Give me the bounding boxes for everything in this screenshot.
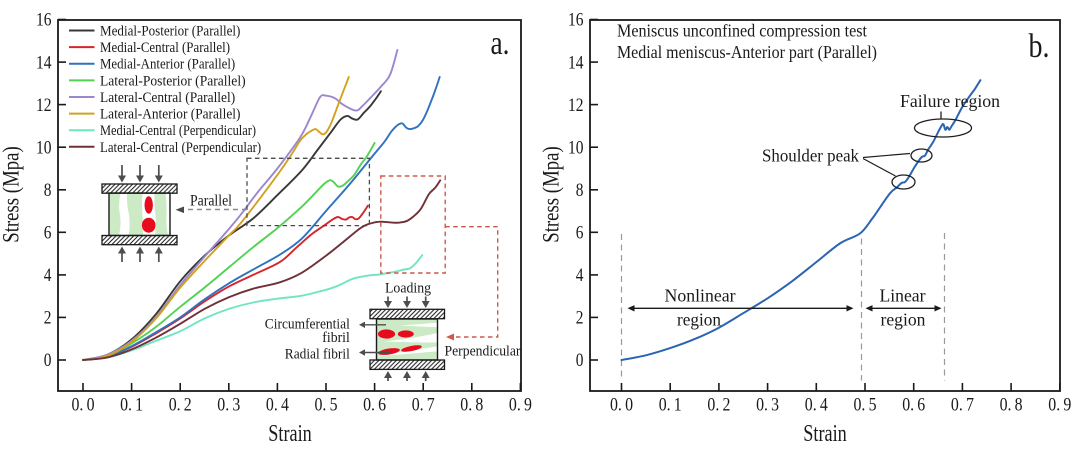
svg-text:Failure region: Failure region <box>900 91 1000 111</box>
svg-text:Lateral-Central (Parallel): Lateral-Central (Parallel) <box>100 90 235 106</box>
svg-text:Lateral-Anterior (Parallel): Lateral-Anterior (Parallel) <box>100 107 241 123</box>
svg-text:Medial-Anterior (Parallel): Medial-Anterior (Parallel) <box>100 57 235 73</box>
svg-text:0. 9: 0. 9 <box>509 395 532 416</box>
svg-text:0. 3: 0. 3 <box>756 395 779 416</box>
svg-text:0. 7: 0. 7 <box>412 395 435 416</box>
svg-text:Strain: Strain <box>268 421 312 447</box>
svg-text:0. 3: 0. 3 <box>217 395 240 416</box>
svg-text:8: 8 <box>576 180 584 201</box>
svg-text:a.: a. <box>491 25 510 62</box>
svg-text:Parallel: Parallel <box>190 193 232 210</box>
svg-text:0. 2: 0. 2 <box>707 395 730 416</box>
svg-text:0. 5: 0. 5 <box>854 395 877 416</box>
svg-text:0. 8: 0. 8 <box>1000 395 1023 416</box>
svg-text:Medial-Central (Parallel): Medial-Central (Parallel) <box>100 40 230 56</box>
svg-text:Nonlinear: Nonlinear <box>665 286 736 306</box>
svg-text:10: 10 <box>568 137 584 158</box>
svg-text:0. 9: 0. 9 <box>1048 395 1071 416</box>
svg-text:6: 6 <box>576 223 584 244</box>
svg-text:0. 6: 0. 6 <box>902 395 925 416</box>
svg-text:0. 5: 0. 5 <box>315 395 338 416</box>
svg-text:Lateral-Central (Perpendicular: Lateral-Central (Perpendicular) <box>100 140 261 156</box>
svg-text:14: 14 <box>36 52 52 73</box>
svg-text:2: 2 <box>576 308 584 329</box>
svg-text:0. 0: 0. 0 <box>610 395 633 416</box>
svg-text:region: region <box>677 310 721 330</box>
svg-text:Stress (Mpa): Stress (Mpa) <box>0 146 24 243</box>
svg-text:2: 2 <box>44 308 52 329</box>
svg-text:12: 12 <box>36 95 52 116</box>
svg-text:8: 8 <box>44 180 52 201</box>
svg-text:0. 7: 0. 7 <box>951 395 974 416</box>
svg-text:Radial fibril: Radial fibril <box>285 347 350 363</box>
svg-text:0. 0: 0. 0 <box>72 395 95 416</box>
svg-text:Perpendicular: Perpendicular <box>445 344 521 360</box>
svg-text:16: 16 <box>568 10 584 31</box>
svg-text:Medial meniscus-Anterior part: Medial meniscus-Anterior part (Parallel) <box>617 42 877 62</box>
svg-text:0: 0 <box>576 350 584 371</box>
svg-text:Linear: Linear <box>880 286 926 306</box>
svg-text:region: region <box>881 310 926 330</box>
svg-text:4: 4 <box>576 265 584 286</box>
svg-text:fibril: fibril <box>322 330 350 346</box>
svg-text:0. 6: 0. 6 <box>363 395 386 416</box>
svg-text:0. 1: 0. 1 <box>659 395 682 416</box>
svg-text:12: 12 <box>568 95 584 116</box>
svg-text:16: 16 <box>36 10 52 31</box>
svg-text:Medial-Posterior (Parallel): Medial-Posterior (Parallel) <box>100 24 241 40</box>
svg-text:Medial-Central (Perpendicular): Medial-Central (Perpendicular) <box>100 123 256 139</box>
svg-text:10: 10 <box>36 137 52 158</box>
svg-text:Strain: Strain <box>803 421 847 447</box>
svg-text:Shoulder peak: Shoulder peak <box>762 146 859 166</box>
svg-text:Circumferential: Circumferential <box>265 317 350 333</box>
svg-text:0. 4: 0. 4 <box>805 395 828 416</box>
svg-text:6: 6 <box>44 223 52 244</box>
svg-text:Lateral-Posterior (Parallel): Lateral-Posterior (Parallel) <box>100 73 246 89</box>
svg-text:0. 2: 0. 2 <box>169 395 192 416</box>
svg-text:0. 4: 0. 4 <box>266 395 289 416</box>
svg-text:4: 4 <box>44 265 52 286</box>
svg-text:0. 1: 0. 1 <box>120 395 143 416</box>
svg-text:0. 8: 0. 8 <box>460 395 483 416</box>
svg-text:Meniscus unconfined compressio: Meniscus unconfined compression test <box>617 21 867 41</box>
svg-text:0: 0 <box>44 350 52 371</box>
svg-text:14: 14 <box>568 52 584 73</box>
svg-text:Stress (Mpa): Stress (Mpa) <box>539 146 564 243</box>
svg-text:Loading: Loading <box>385 281 431 297</box>
svg-text:b.: b. <box>1029 28 1050 65</box>
